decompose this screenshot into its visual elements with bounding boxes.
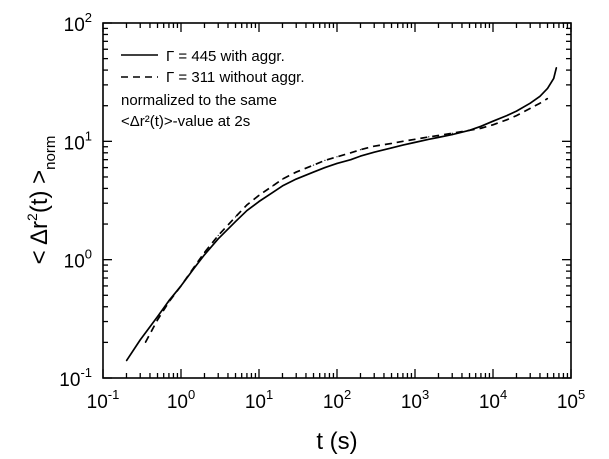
data-point-series-1 [312,171,315,173]
data-point-series-1 [139,339,141,341]
data-point-series-1 [217,238,219,240]
tick-marks [102,22,572,379]
data-point-series-2 [529,107,531,109]
data-point-series-2 [180,285,182,287]
data-point-series-2 [414,138,416,140]
data-point-series-2 [359,149,362,151]
y-axis-title-open: < [26,245,53,264]
x-tick-label: 103 [401,387,429,413]
data-point-series-2 [515,115,518,117]
legend-label-series-2: Γ = 311 without aggr. [166,69,305,86]
annotation: normalized to the same <Δr²(t)>-value at… [121,92,277,130]
data-point-series-1 [437,136,440,138]
data-point-series-1 [553,77,555,80]
data-point-series-2 [295,171,297,173]
data-point-series-2 [312,164,315,166]
data-point-series-2 [506,119,508,121]
data-point-series-2 [234,216,237,218]
tick-labels: 10-1 100 101 102 103 104 105 10-1 100 101 102 [59,10,585,413]
data-point-series-2 [390,142,393,145]
data-point-series-2 [480,127,482,129]
data-point-series-2 [156,319,159,321]
data-point-series-2 [336,156,338,158]
series-layer [125,66,558,362]
y-axis-title: < Δr2(t) >norm [24,136,59,265]
data-point-series-2 [350,152,352,154]
y-axis-title-delta: Δr [26,221,53,245]
data-point-series-1 [246,209,248,212]
data-point-series-1 [125,360,128,362]
data-point-series-1 [492,120,494,122]
data-point-series-2 [144,341,147,343]
x-tick-label: 100 [167,387,195,413]
data-point-series-1 [234,220,237,223]
data-point-series-1 [480,125,482,127]
legend-label-series-1: Γ = 445 with aggr. [166,48,285,65]
data-point-series-1 [272,191,274,194]
data-point-series-2 [492,124,494,126]
data-point-series-1 [539,95,541,97]
data-point-series-1 [281,185,284,187]
data-point-series-1 [156,316,159,318]
data-point-series-1 [546,87,549,90]
data-point-series-1 [390,147,393,149]
data-point-series-1 [203,254,206,256]
data-point-series-1 [336,162,338,165]
x-tick-label: 104 [479,387,507,413]
y-tick-label: 102 [64,10,92,36]
data-point-series-2 [539,102,541,104]
data-point-series-2 [428,136,430,138]
data-point-series-2 [437,134,440,137]
data-point-series-1 [402,144,404,146]
data-point-series-1 [428,138,430,140]
data-point-series-1 [555,66,558,69]
data-point-series-2 [246,204,248,206]
x-tick-label: 102 [323,387,351,413]
data-point-series-1 [529,102,531,104]
data-point-series-2 [272,185,274,187]
data-point-series-1 [515,110,518,112]
data-point-series-1 [350,159,352,161]
y-tick-label: 101 [64,128,92,154]
series-line-1 [125,67,558,362]
data-point-series-1 [295,178,297,180]
data-point-series-1 [359,155,362,157]
y-axis-title-sub: norm [42,136,59,170]
data-point-series-1 [451,134,453,136]
y-tick-label: 100 [64,247,92,273]
data-point-series-2 [168,301,170,303]
y-axis-title-sup: 2 [24,213,40,221]
x-tick-label: 105 [557,387,585,413]
data-point-series-1 [414,141,416,143]
x-tick-label: 10-1 [87,387,120,413]
x-axis-title: t (s) [316,428,357,455]
data-point-series-1 [373,151,375,153]
data-point-series-2 [373,145,375,147]
data-point-series-1 [324,166,326,169]
data-point-series-1 [258,200,260,203]
data-point-series-2 [402,140,404,142]
data-point-series-2 [324,159,326,161]
series-line-2 [144,97,548,343]
annotation-line-2: <Δr²(t)>-value at 2s [121,113,250,130]
data-point-series-2 [451,132,453,134]
data-point-series-2 [217,234,219,237]
data-point-series-2 [468,129,471,131]
data-point-series-2 [546,97,549,100]
x-tick-label: 101 [245,387,273,413]
data-point-series-2 [281,178,284,180]
data-point-series-2 [258,194,260,196]
y-axis-title-mid: (t) > [26,170,53,213]
y-tick-label: 10-1 [59,365,92,391]
annotation-line-1: normalized to the same [121,92,277,109]
data-point-series-2 [194,265,196,267]
data-point-series-1 [506,115,508,117]
legend: Γ = 445 with aggr. Γ = 311 without aggr. [121,48,305,86]
data-point-series-2 [203,251,206,254]
